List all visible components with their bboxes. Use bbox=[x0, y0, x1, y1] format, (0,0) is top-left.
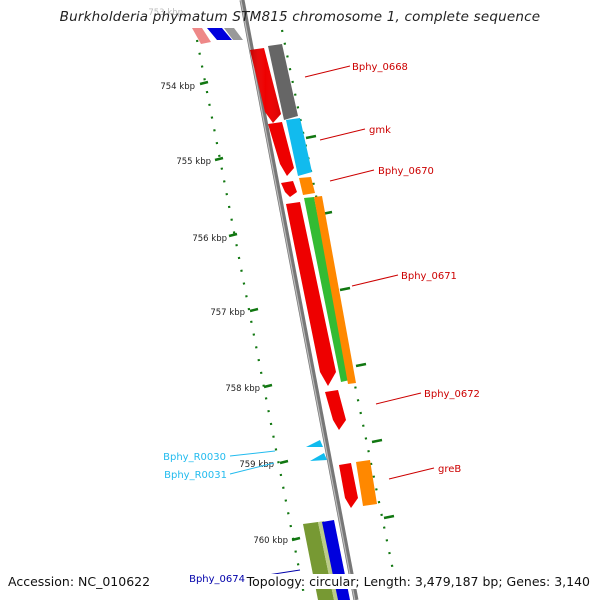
tick-mark bbox=[384, 516, 394, 518]
gene-label-greb: greB bbox=[438, 464, 461, 475]
gene-label-bphy-0668: Bphy_0668 bbox=[352, 62, 408, 73]
scale-label: 755 kbp bbox=[176, 157, 211, 167]
tick-mark bbox=[200, 82, 208, 84]
tick-mark bbox=[215, 158, 223, 160]
map-stage: 753 kbp 754 kbp 755 kbp 756 kbp 757 kbp … bbox=[0, 0, 600, 600]
tick-mark bbox=[250, 309, 258, 311]
gene-label-bphy-0674: Bphy_0674 bbox=[189, 574, 245, 585]
leader-line bbox=[389, 468, 434, 479]
leader-line bbox=[376, 393, 421, 404]
scale-label: 757 kbp bbox=[210, 308, 245, 318]
scale-label: 756 kbp bbox=[192, 234, 227, 244]
scale-label: 760 kbp bbox=[253, 536, 288, 546]
scale-label: 758 kbp bbox=[225, 384, 260, 394]
leader-line bbox=[352, 275, 398, 286]
gene-feature-orange-small bbox=[299, 177, 315, 195]
gene-feature-rna-r0030 bbox=[306, 440, 323, 447]
gene-label-bphy-0670: Bphy_0670 bbox=[378, 166, 434, 177]
map-title: Burkholderia phymatum STM815 chromosome … bbox=[0, 9, 600, 25]
gene-label-bphy-r0030: Bphy_R0030 bbox=[163, 452, 226, 463]
tick-mark bbox=[229, 234, 237, 236]
leader-line bbox=[330, 170, 374, 181]
gene-label-bphy-0671: Bphy_0671 bbox=[401, 271, 457, 282]
gene-feature-rna-r0031 bbox=[310, 453, 327, 461]
tick-mark bbox=[306, 136, 316, 138]
gene-feature-orange-greb bbox=[356, 460, 377, 506]
gene-label-bphy-r0031: Bphy_R0031 bbox=[164, 470, 227, 481]
leader-line bbox=[305, 66, 350, 77]
scale-label: 759 kbp bbox=[239, 460, 274, 470]
genome-map[interactable]: 753 kbp 754 kbp 755 kbp 756 kbp 757 kbp … bbox=[0, 0, 600, 600]
gene-feature-bphy-0670 bbox=[281, 181, 297, 197]
gene-feature-bphy-0672 bbox=[325, 390, 346, 430]
tick-mark bbox=[356, 364, 366, 366]
tick-mark bbox=[340, 288, 350, 290]
topology-summary: Topology: circular; Length: 3,479,187 bp… bbox=[245, 574, 590, 589]
tick-mark bbox=[264, 385, 272, 387]
leader-line bbox=[230, 451, 275, 456]
tick-mark bbox=[372, 440, 382, 442]
scale-label: 754 kbp bbox=[160, 82, 195, 92]
gene-feature-pink bbox=[192, 28, 211, 44]
gene-label-bphy-0672: Bphy_0672 bbox=[424, 389, 480, 400]
accession-label: Accession: NC_010622 bbox=[8, 574, 150, 589]
leader-line bbox=[320, 129, 365, 140]
tick-mark bbox=[280, 461, 288, 463]
gene-label-gmk: gmk bbox=[369, 125, 391, 136]
gene-feature-greb bbox=[339, 463, 358, 508]
